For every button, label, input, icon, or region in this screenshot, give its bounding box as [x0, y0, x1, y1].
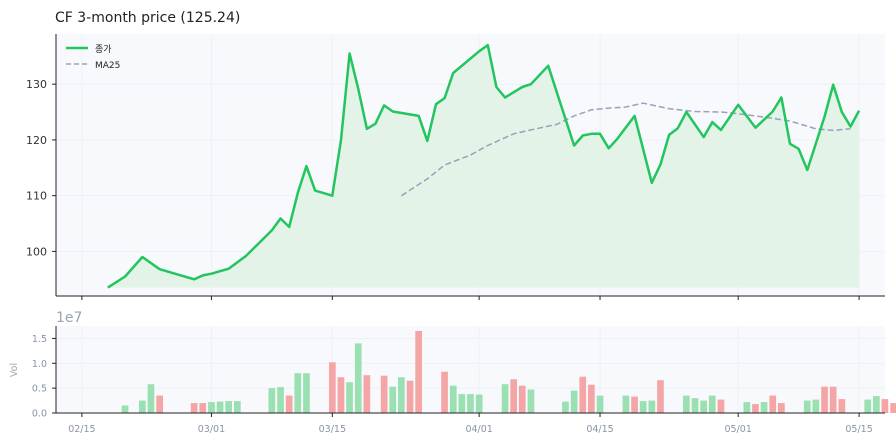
- volume-bar: [199, 403, 207, 413]
- volume-bar: [121, 405, 129, 413]
- volume-bar: [277, 387, 284, 413]
- volume-bar: [527, 389, 535, 413]
- volume-bar: [881, 399, 889, 413]
- volume-bar: [812, 399, 820, 413]
- volume-bar: [147, 384, 155, 413]
- volume-bar: [510, 379, 517, 413]
- volume-bar: [475, 394, 483, 413]
- volume-bar: [752, 404, 759, 413]
- volume-bar: [225, 401, 232, 413]
- volume-bar: [570, 390, 578, 413]
- volume-bar: [803, 400, 811, 413]
- price-line: [107, 43, 861, 289]
- volume-bar: [389, 386, 397, 413]
- volume-bar: [760, 402, 768, 413]
- volume-bar: [700, 400, 707, 413]
- volume-bar: [821, 386, 828, 413]
- volume-bar: [562, 401, 569, 413]
- volume-bar: [648, 400, 656, 413]
- volume-bar: [743, 402, 751, 413]
- volume-x-tick-label: 05/15: [845, 424, 872, 435]
- price-y-tick-label: 110: [26, 190, 47, 203]
- volume-bar: [449, 385, 457, 413]
- volume-y-tick-label: 1.0: [32, 359, 47, 370]
- volume-bar: [588, 384, 595, 413]
- volume-x-tick-label: 04/01: [465, 424, 492, 435]
- volume-bar: [329, 362, 336, 413]
- volume-bar: [139, 400, 146, 413]
- volume-bar: [398, 377, 405, 413]
- volume-bar: [631, 396, 638, 413]
- volume-bar: [216, 401, 224, 413]
- price-y-tick-label: 100: [26, 245, 47, 258]
- volume-bar: [415, 331, 422, 413]
- volume-bar: [467, 394, 474, 413]
- volume-y-ticks: 0.0 0.5 1.0 1.5: [32, 334, 56, 420]
- price-y-tick-label: 120: [26, 134, 47, 147]
- legend-label-price: 종가: [95, 44, 112, 55]
- volume-x-tick-label: 03/01: [198, 424, 225, 435]
- volume-bars: [121, 331, 896, 413]
- volume-bar: [579, 376, 587, 413]
- price-y-ticks: 100 110 120 130: [26, 78, 56, 258]
- volume-bar: [303, 373, 310, 413]
- price-area-fill: [107, 45, 860, 288]
- volume-bar: [363, 375, 371, 413]
- volume-axis-label: Vol: [9, 363, 20, 377]
- volume-x-tick-label: 02/15: [68, 424, 95, 435]
- volume-bar: [838, 399, 846, 413]
- volume-multiplier: 1e7: [56, 310, 82, 326]
- volume-y-tick-label: 1.5: [32, 334, 47, 345]
- volume-bar: [501, 384, 509, 413]
- volume-x-tick-label: 04/15: [586, 424, 613, 435]
- volume-bar: [769, 395, 777, 413]
- volume-bar: [778, 403, 785, 413]
- volume-bar: [864, 399, 872, 413]
- volume-bar: [190, 403, 198, 413]
- price-legend: 종가 MA25: [66, 44, 120, 71]
- volume-bar: [639, 401, 647, 413]
- volume-bar: [622, 395, 630, 413]
- volume-x-tick-label: 03/15: [319, 424, 346, 435]
- chart-title: CF 3-month price (125.24): [55, 10, 240, 26]
- volume-y-tick-label: 0.0: [32, 409, 47, 420]
- volume-bar: [337, 377, 345, 413]
- volume-bar: [657, 380, 664, 413]
- volume-bar: [346, 382, 353, 413]
- volume-bar: [285, 395, 293, 413]
- volume-bar: [406, 380, 414, 413]
- volume-bar: [380, 375, 388, 413]
- volume-bar: [234, 401, 241, 413]
- volume-bar: [873, 396, 880, 413]
- volume-bar: [890, 403, 896, 413]
- volume-bar: [208, 402, 215, 413]
- price-y-tick-label: 130: [26, 78, 47, 91]
- ma25-line: [400, 102, 851, 197]
- volume-bar: [458, 394, 466, 413]
- volume-bar: [691, 398, 699, 413]
- volume-bar: [708, 395, 716, 413]
- volume-bar: [683, 395, 690, 413]
- price-x-ticks: [81, 296, 860, 300]
- volume-bar: [156, 395, 163, 413]
- volume-bar: [294, 373, 302, 413]
- volume-bar: [829, 386, 837, 413]
- volume-x-ticks: 02/15 03/01 03/15 04/01 04/15 05/01 05/15: [68, 413, 873, 435]
- volume-bar: [268, 388, 276, 413]
- volume-y-tick-label: 0.5: [32, 384, 47, 395]
- legend-label-ma25: MA25: [95, 61, 120, 71]
- volume-bar: [441, 371, 448, 413]
- volume-bar: [717, 399, 725, 413]
- volume-bar: [596, 395, 604, 413]
- volume-bar: [518, 385, 526, 413]
- volume-bar: [354, 343, 362, 413]
- volume-x-tick-label: 05/01: [725, 424, 752, 435]
